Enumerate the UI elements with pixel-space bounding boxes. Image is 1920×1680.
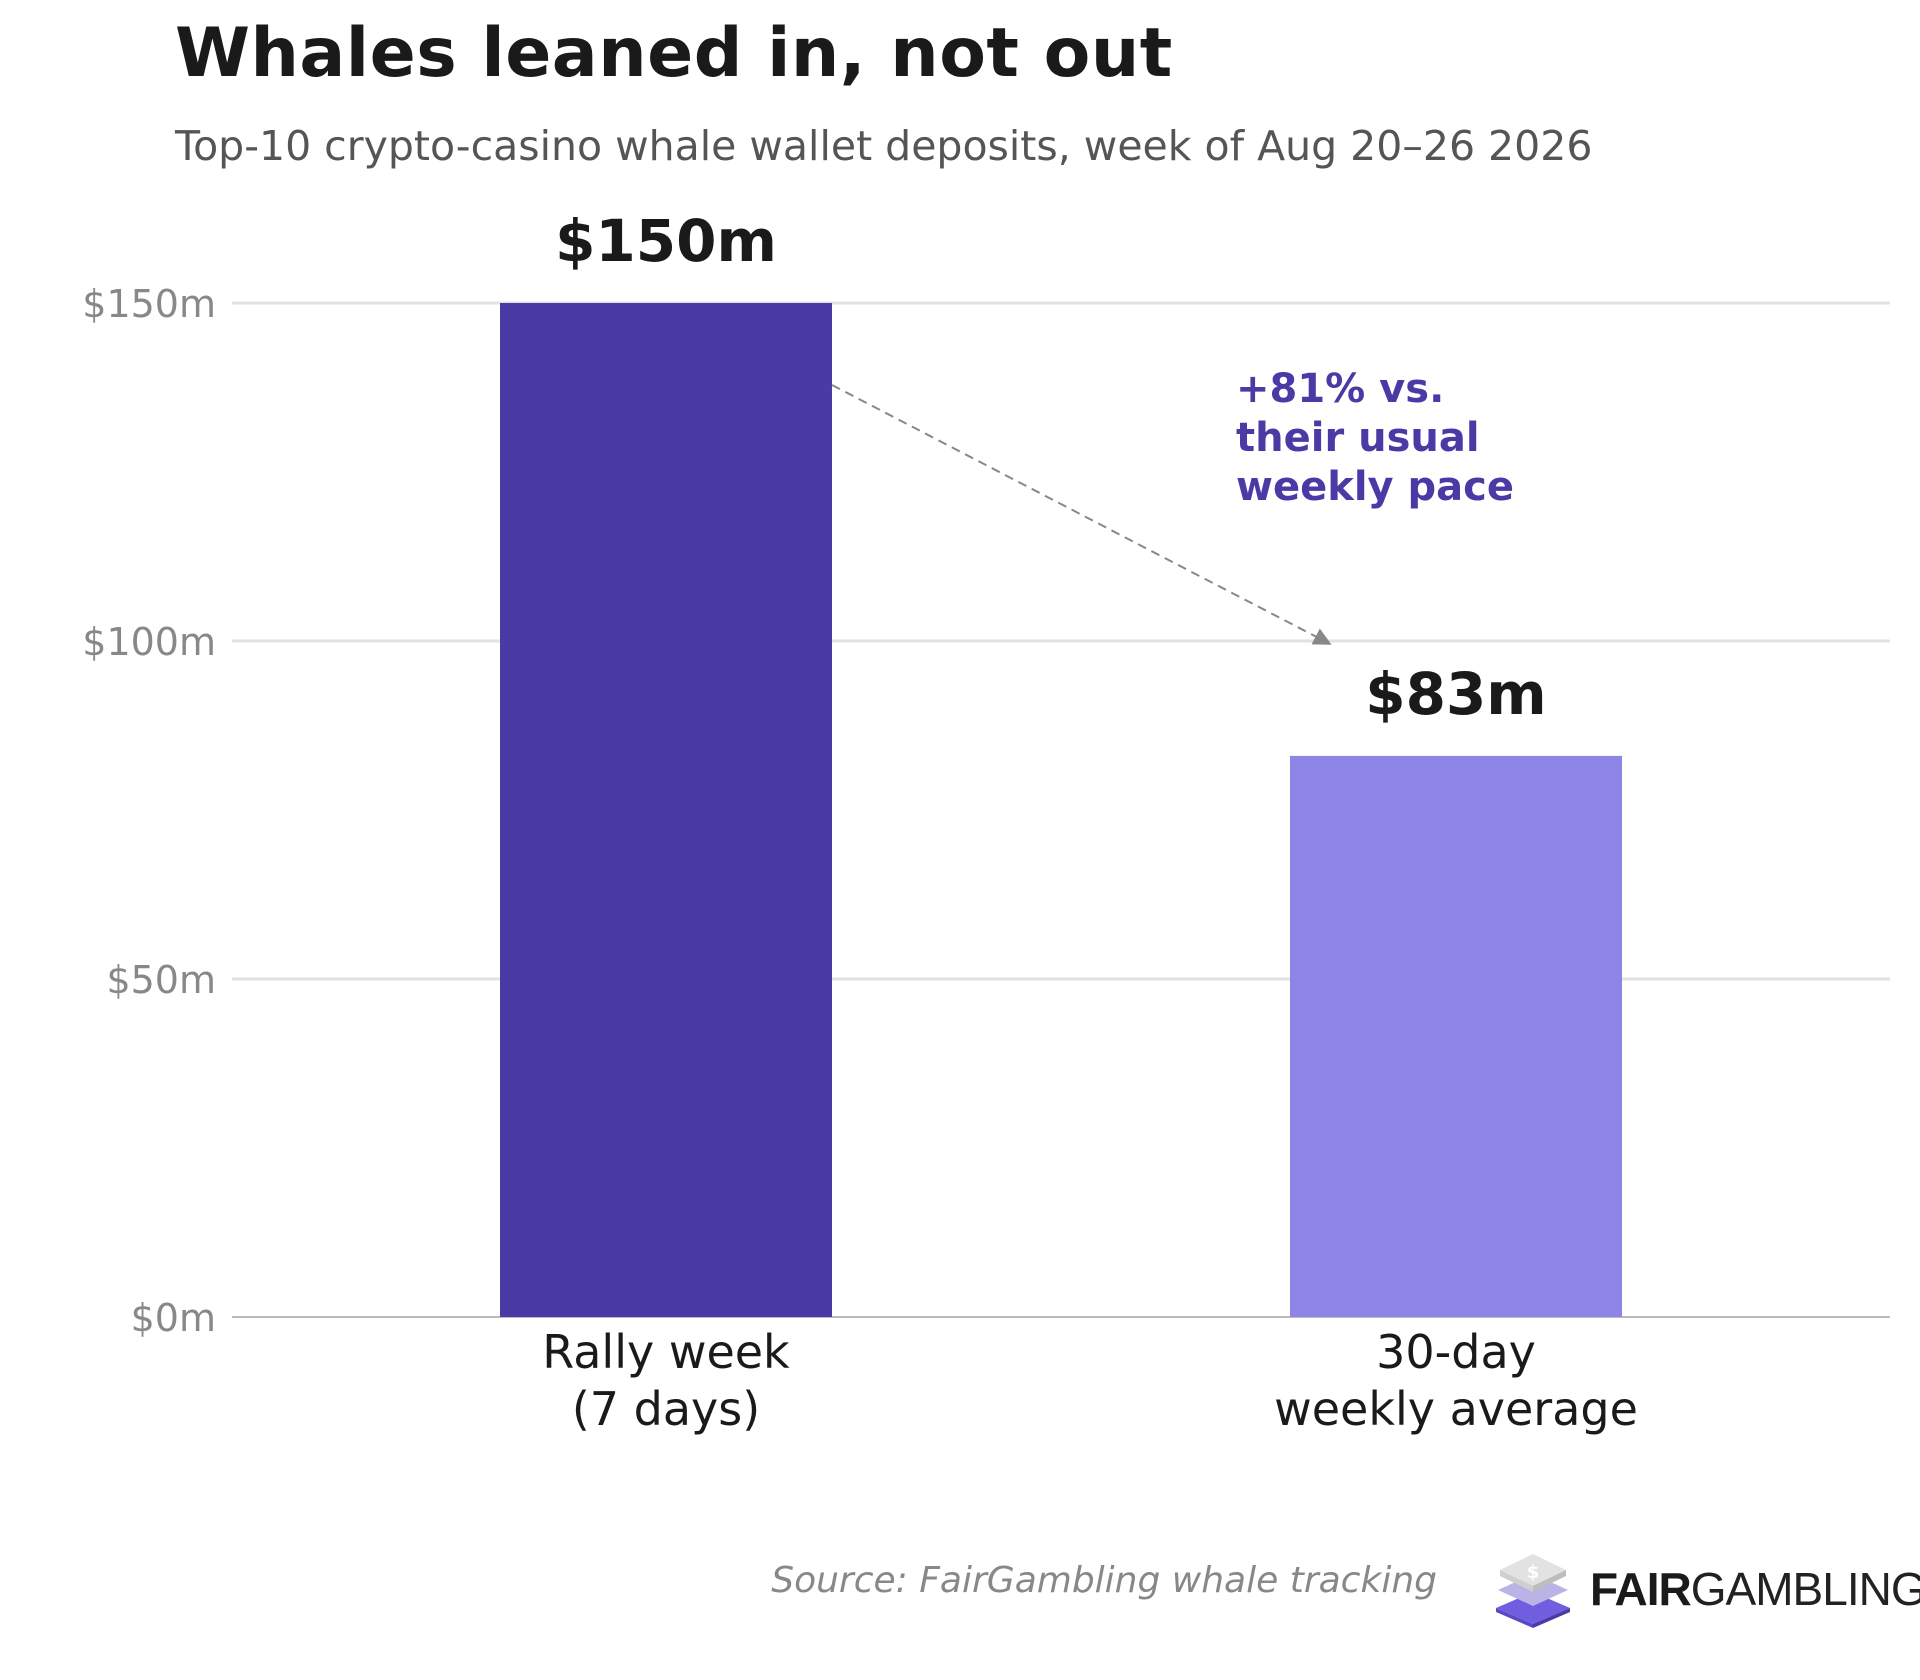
y-tick-label: $150m [82,282,216,326]
chart-title: Whales leaned in, not out [175,14,1173,93]
annotation-text: +81% vs. [1236,366,1444,412]
bar [1290,755,1622,1317]
bar [500,303,832,1317]
annotation-text: their usual [1236,415,1480,461]
chart-subtitle: Top-10 crypto-casino whale wallet deposi… [175,122,1593,170]
comparison-arrow [831,384,1332,645]
bar-value-label: $150m [555,207,777,275]
y-tick-label: $100m [82,620,216,664]
brand-wordmark: FAIRGAMBLING [1590,1562,1920,1616]
bars [500,303,1622,1317]
y-tick-label: $50m [106,958,216,1002]
svg-text:$: $ [1527,1562,1540,1583]
x-tick-label: weekly average [1274,1382,1638,1436]
bar-value-label: $83m [1365,660,1547,728]
brand-light: GAMBLING [1690,1563,1920,1615]
annotation-text: weekly pace [1236,464,1514,510]
brand-strong: FAIR [1590,1563,1692,1615]
y-tick-label: $0m [131,1296,216,1340]
x-tick-label: 30-day [1376,1325,1536,1379]
source-note: Source: FairGambling whale tracking [771,1560,1437,1601]
x-tick-label: Rally week [542,1325,790,1379]
fairgambling-logo-icon: $ [1490,1548,1576,1632]
x-tick-label: (7 days) [572,1382,760,1436]
